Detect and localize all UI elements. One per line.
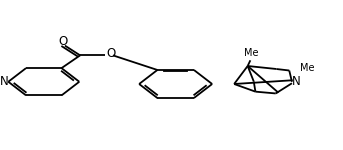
Text: N: N (0, 75, 9, 88)
Text: Me: Me (300, 63, 315, 73)
Text: O: O (59, 35, 68, 48)
Text: O: O (106, 47, 115, 60)
Text: Me: Me (244, 48, 258, 58)
Text: N: N (292, 75, 300, 88)
